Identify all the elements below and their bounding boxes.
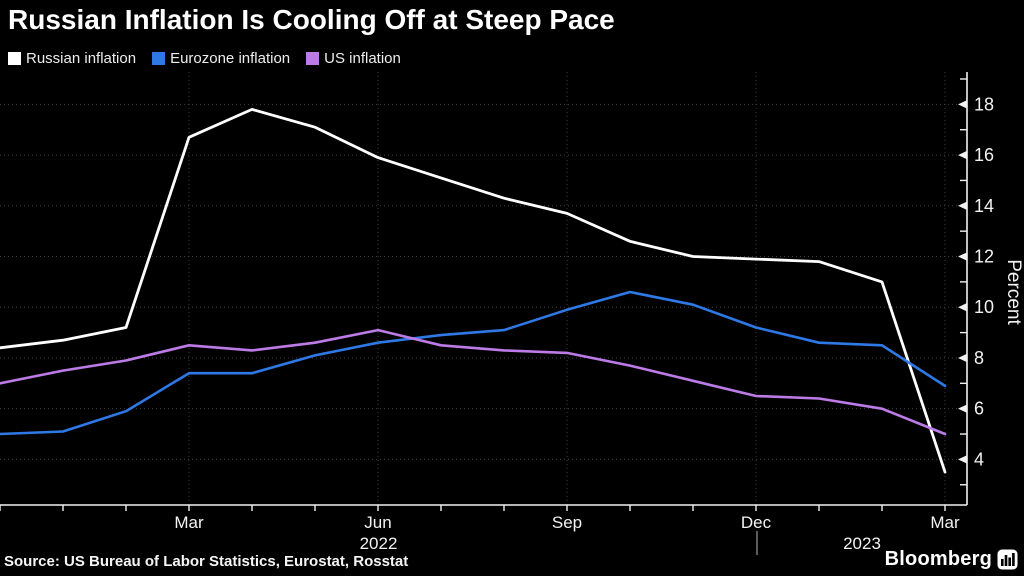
y-tick-label: 16 xyxy=(974,145,994,165)
axes xyxy=(0,72,968,506)
y-tick-label: 10 xyxy=(974,297,994,317)
x-tick-label: Dec xyxy=(741,513,772,532)
y-major-tick xyxy=(958,150,967,160)
legend-item-eurozone-inflation: Eurozone inflation xyxy=(152,50,290,67)
y-tick-label: 6 xyxy=(974,399,984,419)
legend-label-us: US inflation xyxy=(324,50,401,67)
series-line-eurozone-inflation xyxy=(0,290,947,436)
y-major-tick xyxy=(958,303,967,312)
series-line-us-inflation xyxy=(0,328,947,436)
y-tick-label: 14 xyxy=(974,196,994,216)
bloomberg-wordmark: Bloomberg xyxy=(884,548,992,570)
x-tick-label: Mar xyxy=(930,513,960,532)
chart-title: Russian Inflation Is Cooling Off at Stee… xyxy=(8,4,615,35)
axis-labels: 4 6 8 10 12 14 16 18 Mar Jun Sep Dec Mar 2022 2023 Perc… xyxy=(174,94,1024,555)
bloomberg-branding: Bloomberg xyxy=(885,548,1018,571)
x-tick-label: Mar xyxy=(174,513,204,532)
y-tick-label: 12 xyxy=(974,247,994,267)
y-major-tick xyxy=(958,201,967,210)
y-major-tick xyxy=(958,404,967,413)
y-major-tick xyxy=(958,252,967,261)
data-series xyxy=(0,108,947,474)
legend-item-russian-inflation: Russian inflation xyxy=(8,50,136,67)
legend-swatch-eurozone xyxy=(152,52,166,65)
bloomberg-terminal-icon xyxy=(997,549,1018,570)
legend: Russian inflation Eurozone inflation US … xyxy=(8,50,401,67)
axis-ticks xyxy=(0,78,967,511)
y-major-tick xyxy=(958,455,967,464)
legend-item-us-inflation: US inflation xyxy=(306,50,401,67)
year-label: 2023 xyxy=(843,534,881,553)
y-axis-title: Percent xyxy=(1003,259,1024,325)
y-tick-label: 8 xyxy=(974,348,984,368)
year-label: 2022 xyxy=(360,534,398,553)
y-major-tick xyxy=(958,353,967,363)
legend-label-russian: Russian inflation xyxy=(26,50,137,67)
legend-label-eurozone: Eurozone inflation xyxy=(170,50,291,67)
legend-swatch-russian xyxy=(8,52,21,65)
y-tick-label: 18 xyxy=(974,94,994,114)
series-line-russian-inflation xyxy=(0,108,947,474)
source-note: Source: US Bureau of Labor Statistics, E… xyxy=(4,553,409,570)
x-tick-label: Jun xyxy=(364,513,391,532)
legend-swatch-us xyxy=(306,52,320,65)
gridlines xyxy=(0,72,967,505)
x-tick-label: Sep xyxy=(552,513,582,532)
y-tick-label: 4 xyxy=(974,449,984,469)
y-major-tick xyxy=(958,100,967,109)
